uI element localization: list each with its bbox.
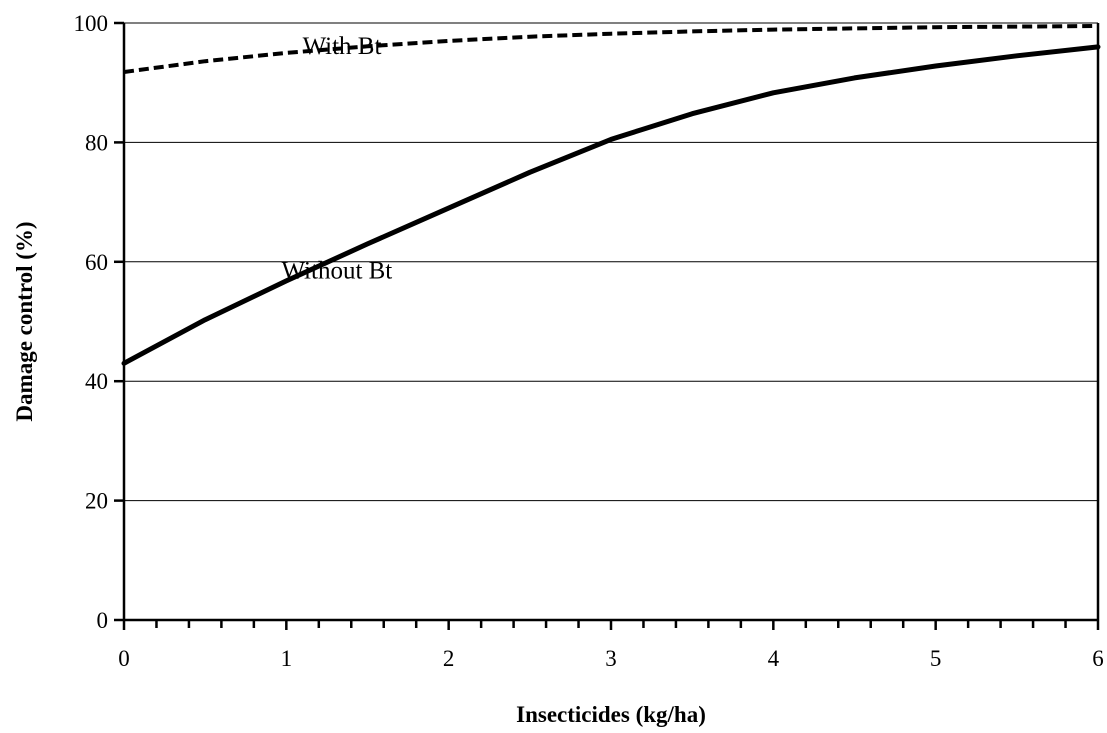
- y-tick-label-20: 20: [85, 489, 108, 514]
- y-tick-label-40: 40: [85, 369, 108, 394]
- series-line-without-bt: [121, 44, 1101, 366]
- y-tick-label-0: 0: [97, 608, 109, 633]
- x-tick-label-4: 4: [768, 646, 780, 671]
- annotation-layer: With Bt Without Bt: [281, 33, 392, 284]
- series-layer: [121, 24, 1101, 366]
- y-axis-ticks: 0 20 40 60 80 100: [74, 11, 124, 633]
- y-tick-label-80: 80: [85, 130, 108, 155]
- grid-lines: [124, 22, 1098, 502]
- x-tick-label-1: 1: [281, 646, 293, 671]
- x-tick-label-3: 3: [605, 646, 617, 671]
- plot-frame: [122, 23, 1100, 622]
- series-label-with-bt: With Bt: [303, 33, 382, 60]
- x-tick-label-0: 0: [118, 646, 130, 671]
- y-tick-label-60: 60: [85, 250, 108, 275]
- x-axis-ticks: 0 1 2 3 4 5 6: [118, 620, 1104, 671]
- y-axis-title: Damage control (%): [12, 221, 37, 421]
- y-tick-label-100: 100: [74, 11, 109, 36]
- x-tick-label-2: 2: [443, 646, 455, 671]
- x-tick-label-6: 6: [1092, 646, 1104, 671]
- x-axis-title: Insecticides (kg/ha): [516, 702, 706, 727]
- series-line-with-bt: [123, 24, 1099, 74]
- x-tick-label-5: 5: [930, 646, 942, 671]
- series-label-without-bt: Without Bt: [281, 258, 392, 285]
